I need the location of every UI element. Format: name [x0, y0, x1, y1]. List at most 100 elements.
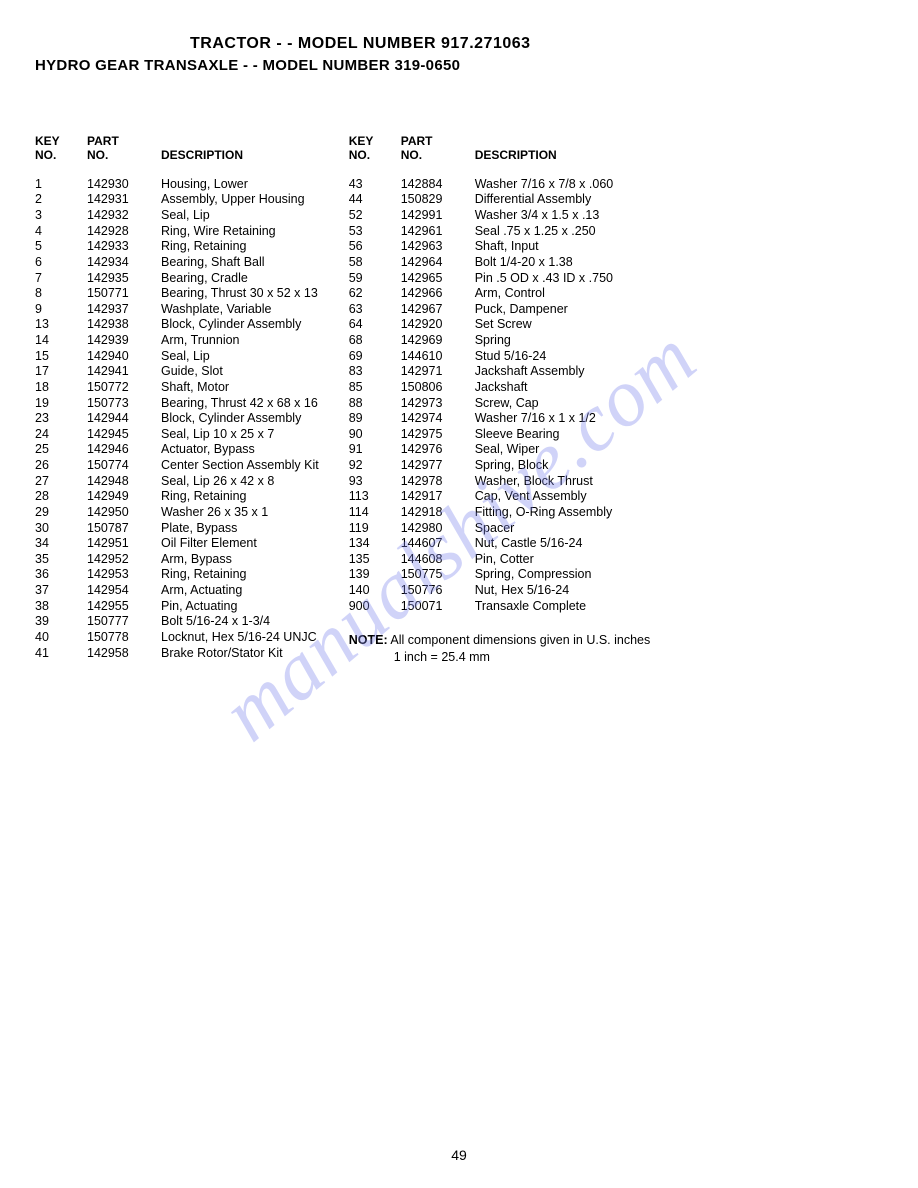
cell-description: Arm, Control — [475, 286, 545, 302]
cell-part: 142938 — [87, 317, 161, 333]
cell-description: Locknut, Hex 5/16-24 UNJC — [161, 630, 317, 646]
header-key: KEY NO. — [349, 134, 401, 163]
cell-part: 144610 — [401, 349, 475, 365]
cell-part: 142974 — [401, 411, 475, 427]
cell-part: 142991 — [401, 208, 475, 224]
table-row: 93142978Washer, Block Thrust — [349, 474, 651, 490]
cell-part: 142964 — [401, 255, 475, 271]
cell-key: 7 — [35, 271, 87, 287]
cell-part: 142937 — [87, 302, 161, 318]
cell-part: 142948 — [87, 474, 161, 490]
cell-description: Set Screw — [475, 317, 532, 333]
cell-part: 142941 — [87, 364, 161, 380]
table-row: 26150774Center Section Assembly Kit — [35, 458, 319, 474]
cell-part: 142939 — [87, 333, 161, 349]
cell-description: Brake Rotor/Stator Kit — [161, 646, 283, 662]
table-row: 56142963Shaft, Input — [349, 239, 651, 255]
cell-key: 91 — [349, 442, 401, 458]
cell-description: Pin, Actuating — [161, 599, 237, 615]
cell-description: Pin .5 OD x .43 ID x .750 — [475, 271, 613, 287]
right-column: KEY NO. PART NO. DESCRIPTION 43142884Was… — [349, 134, 651, 665]
table-row: 119142980Spacer — [349, 521, 651, 537]
cell-part: 142946 — [87, 442, 161, 458]
cell-part: 142944 — [87, 411, 161, 427]
cell-key: 26 — [35, 458, 87, 474]
cell-key: 19 — [35, 396, 87, 412]
table-row: 39150777Bolt 5/16-24 x 1-3/4 — [35, 614, 319, 630]
cell-part: 150776 — [401, 583, 475, 599]
cell-description: Seal, Lip 10 x 25 x 7 — [161, 427, 274, 443]
cell-description: Washer 3/4 x 1.5 x .13 — [475, 208, 600, 224]
cell-description: Bearing, Thrust 30 x 52 x 13 — [161, 286, 318, 302]
cell-description: Ring, Retaining — [161, 489, 246, 505]
cell-part: 142971 — [401, 364, 475, 380]
cell-part: 142976 — [401, 442, 475, 458]
table-row: 52142991Washer 3/4 x 1.5 x .13 — [349, 208, 651, 224]
cell-part: 142950 — [87, 505, 161, 521]
cell-description: Spring — [475, 333, 511, 349]
cell-part: 142940 — [87, 349, 161, 365]
cell-key: 56 — [349, 239, 401, 255]
table-row: 35142952Arm, Bypass — [35, 552, 319, 568]
table-row: 17142941Guide, Slot — [35, 364, 319, 380]
cell-description: Spacer — [475, 521, 515, 537]
table-row: 44150829Differential Assembly — [349, 192, 651, 208]
column-headers: KEY NO. PART NO. DESCRIPTION — [35, 134, 319, 163]
cell-key: 93 — [349, 474, 401, 490]
table-row: 90142975Sleeve Bearing — [349, 427, 651, 443]
header-part: PART NO. — [87, 134, 161, 163]
cell-key: 29 — [35, 505, 87, 521]
table-row: 6142934Bearing, Shaft Ball — [35, 255, 319, 271]
cell-part: 142973 — [401, 396, 475, 412]
cell-part: 142953 — [87, 567, 161, 583]
cell-key: 59 — [349, 271, 401, 287]
table-row: 113142917Cap, Vent Assembly — [349, 489, 651, 505]
cell-description: Differential Assembly — [475, 192, 592, 208]
cell-part: 142980 — [401, 521, 475, 537]
cell-description: Center Section Assembly Kit — [161, 458, 319, 474]
cell-key: 139 — [349, 567, 401, 583]
table-row: 36142953Ring, Retaining — [35, 567, 319, 583]
cell-description: Ring, Retaining — [161, 239, 246, 255]
cell-part: 142951 — [87, 536, 161, 552]
cell-description: Washer 7/16 x 7/8 x .060 — [475, 177, 614, 193]
cell-description: Arm, Trunnion — [161, 333, 240, 349]
cell-description: Stud 5/16-24 — [475, 349, 547, 365]
cell-part: 142933 — [87, 239, 161, 255]
cell-part: 150071 — [401, 599, 475, 615]
cell-part: 150778 — [87, 630, 161, 646]
note-block: NOTE: All component dimensions given in … — [349, 632, 651, 665]
cell-description: Nut, Castle 5/16-24 — [475, 536, 583, 552]
table-row: 58142964Bolt 1/4-20 x 1.38 — [349, 255, 651, 271]
cell-key: 900 — [349, 599, 401, 615]
cell-key: 25 — [35, 442, 87, 458]
cell-key: 135 — [349, 552, 401, 568]
cell-description: Jackshaft — [475, 380, 528, 396]
table-row: 62142966Arm, Control — [349, 286, 651, 302]
cell-part: 150777 — [87, 614, 161, 630]
table-row: 25142946Actuator, Bypass — [35, 442, 319, 458]
cell-key: 38 — [35, 599, 87, 615]
cell-part: 142966 — [401, 286, 475, 302]
table-row: 134144607Nut, Castle 5/16-24 — [349, 536, 651, 552]
cell-part: 142932 — [87, 208, 161, 224]
cell-part: 142917 — [401, 489, 475, 505]
cell-description: Actuator, Bypass — [161, 442, 255, 458]
cell-key: 63 — [349, 302, 401, 318]
table-row: 19150773Bearing, Thrust 42 x 68 x 16 — [35, 396, 319, 412]
cell-key: 88 — [349, 396, 401, 412]
table-row: 43142884Washer 7/16 x 7/8 x .060 — [349, 177, 651, 193]
table-row: 91142976Seal, Wiper — [349, 442, 651, 458]
cell-key: 68 — [349, 333, 401, 349]
cell-description: Guide, Slot — [161, 364, 223, 380]
cell-part: 142958 — [87, 646, 161, 662]
cell-key: 28 — [35, 489, 87, 505]
note-label: NOTE: — [349, 633, 388, 647]
cell-key: 8 — [35, 286, 87, 302]
cell-key: 18 — [35, 380, 87, 396]
cell-key: 119 — [349, 521, 401, 537]
cell-description: Fitting, O-Ring Assembly — [475, 505, 613, 521]
table-row: 15142940Seal, Lip — [35, 349, 319, 365]
cell-description: Bolt 1/4-20 x 1.38 — [475, 255, 573, 271]
table-row: 24142945Seal, Lip 10 x 25 x 7 — [35, 427, 319, 443]
